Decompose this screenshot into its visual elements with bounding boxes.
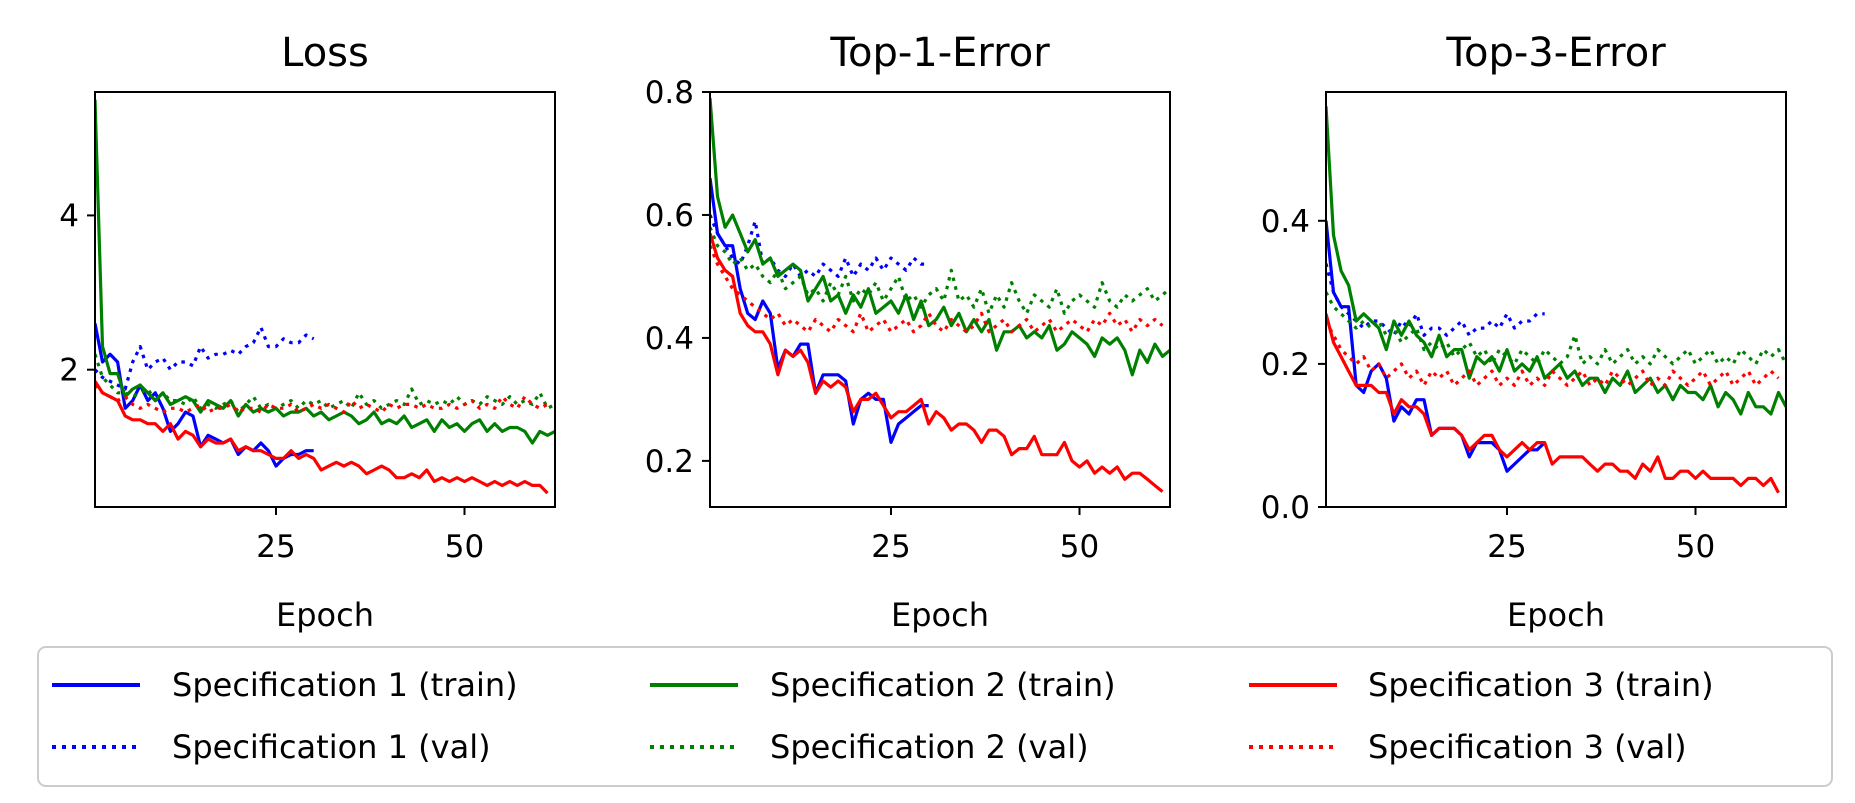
- legend: Specification 1 (train) Specification 1 …: [37, 646, 1833, 787]
- axes-frame: [1325, 91, 1787, 508]
- plot-area: [710, 97, 1170, 493]
- legend-label-spec1-val: Specification 1 (val): [172, 728, 491, 766]
- series-line-specification-2-train: [95, 99, 555, 445]
- legend-label-spec3-val: Specification 3 (val): [1368, 728, 1687, 766]
- series-line-specification-2-val: [1326, 291, 1786, 366]
- y-tick-label: 0.2: [1261, 347, 1310, 383]
- ticks: 25 50 2 4: [59, 198, 484, 565]
- y-tick-label: 0.8: [645, 75, 694, 111]
- legend-label-spec2-val: Specification 2 (val): [770, 728, 1089, 766]
- panel-loss: Loss 25 50 2 4 Epoch: [59, 30, 556, 634]
- legend-frame: [37, 646, 1833, 787]
- series-line-specification-2-val: [710, 226, 1170, 315]
- x-tick-label: 25: [871, 529, 910, 565]
- series-line-specification-2-val: [95, 353, 555, 414]
- y-tick-label: 0.2: [645, 444, 694, 480]
- axes-frame: [709, 91, 1171, 508]
- legend-label-spec1-train: Specification 1 (train): [172, 666, 518, 704]
- series-line-specification-3-train: [95, 380, 549, 495]
- series-line-specification-1-val: [1326, 263, 1545, 337]
- axes-frame: [94, 91, 556, 508]
- panel-top3-error: Top-3-Error 25 50 0.0 0.2 0.4 Epoch: [1261, 30, 1787, 634]
- x-tick-label: 50: [1060, 529, 1099, 565]
- series-line-specification-3-val: [1326, 320, 1780, 387]
- panel-title: Top-1-Error: [829, 30, 1050, 76]
- y-tick-label: 0.4: [1261, 204, 1310, 240]
- y-tick-label: 0.4: [645, 321, 694, 357]
- ticks: 25 50 0.0 0.2 0.4: [1261, 204, 1716, 565]
- x-axis-label: Epoch: [276, 596, 374, 634]
- y-tick-label: 0.6: [645, 198, 694, 234]
- legend-label-spec2-train: Specification 2 (train): [770, 666, 1116, 704]
- x-tick-label: 50: [445, 529, 484, 565]
- panel-title: Top-3-Error: [1445, 30, 1666, 76]
- x-tick-label: 50: [1676, 529, 1715, 565]
- plot-area: [1326, 106, 1786, 494]
- series-line-specification-2-train: [1326, 106, 1786, 416]
- panel-title: Loss: [281, 30, 369, 76]
- plot-area: [95, 99, 555, 495]
- series-line-specification-1-train: [710, 177, 929, 444]
- panel-top1-error: Top-1-Error 25 50 0.2 0.4 0.6 0.8 Epoch: [645, 30, 1171, 634]
- ticks: 25 50 0.2 0.4 0.6 0.8: [645, 75, 1100, 565]
- legend-label-spec3-train: Specification 3 (train): [1368, 666, 1714, 704]
- y-tick-label: 4: [59, 198, 79, 234]
- y-tick-label: 2: [59, 353, 79, 389]
- x-tick-label: 25: [1487, 529, 1526, 565]
- series-line-specification-3-train: [710, 232, 1164, 493]
- series-line-specification-3-train: [1326, 313, 1780, 494]
- x-axis-label: Epoch: [891, 596, 989, 634]
- series-line-specification-1-val: [95, 325, 315, 391]
- series-line-specification-1-val: [710, 214, 929, 278]
- series-line-specification-2-train: [710, 97, 1170, 377]
- x-axis-label: Epoch: [1507, 596, 1605, 634]
- x-tick-label: 25: [256, 529, 295, 565]
- series-line-specification-3-val: [95, 383, 549, 414]
- y-tick-label: 0.0: [1261, 490, 1310, 526]
